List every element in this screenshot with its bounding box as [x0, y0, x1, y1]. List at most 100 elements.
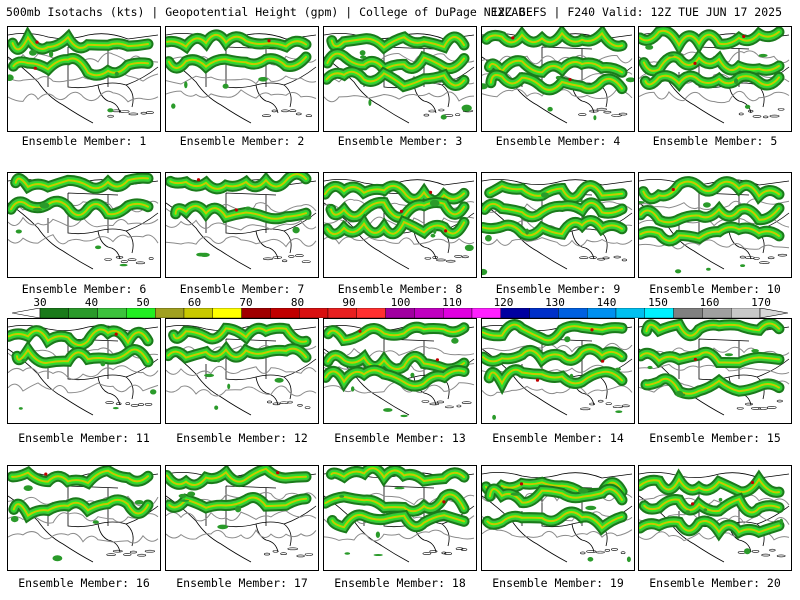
isotach-blob	[464, 244, 474, 251]
ensemble-member-map	[323, 172, 477, 278]
ensemble-member-label: Ensemble Member: 7	[179, 282, 305, 296]
island-outline	[130, 404, 139, 407]
colorbar-tick-label: 90	[342, 296, 356, 309]
island-outline	[603, 110, 612, 114]
isotach-blob	[32, 207, 43, 212]
jet-isotach-band	[639, 477, 780, 494]
isotach-blob	[18, 407, 23, 410]
colorbar-tick-label: 150	[648, 296, 668, 309]
isotach-blob	[178, 493, 187, 498]
isotach-blob	[359, 50, 366, 56]
colorbar-tick-label: 50	[136, 296, 150, 309]
island-outline	[613, 255, 621, 259]
colorbar-tick-label: 70	[239, 296, 253, 309]
colorbar-swatch	[500, 308, 530, 318]
island-outline	[621, 404, 630, 408]
isotach-blob	[626, 556, 631, 563]
island-outline	[611, 114, 622, 117]
island-outline	[578, 113, 587, 116]
isotach-blob	[39, 202, 50, 209]
height-contour	[8, 73, 159, 83]
island-outline	[280, 552, 287, 556]
isotach-blob	[706, 267, 711, 271]
island-outline	[751, 407, 761, 410]
isotach-blob	[100, 360, 106, 367]
island-outline	[763, 115, 769, 119]
jet-max-core	[693, 357, 697, 361]
isotach-colorbar	[12, 308, 788, 318]
colorbar-swatch	[731, 308, 761, 318]
isotach-blob	[119, 263, 128, 267]
colorbar-swatch	[443, 308, 473, 318]
height-contour	[8, 531, 159, 544]
isotach-blob	[49, 50, 54, 58]
island-outline	[144, 403, 153, 406]
height-contour	[8, 90, 159, 103]
island-outline	[761, 553, 771, 557]
colorbar-tick-label: 40	[84, 296, 99, 309]
island-outline	[745, 402, 753, 406]
isotach-blob	[645, 44, 654, 50]
jet-isotach-band	[639, 226, 780, 242]
isotach-blob	[758, 53, 768, 58]
member-map-graphic	[8, 27, 159, 124]
ensemble-member-map	[165, 465, 319, 571]
height-contour	[482, 237, 633, 247]
isotach-blob	[685, 510, 690, 514]
island-outline	[589, 402, 596, 406]
island-outline	[135, 261, 146, 265]
isotach-blob	[625, 77, 634, 83]
colorbar-tick-label: 130	[545, 296, 565, 309]
isotach-blob	[244, 206, 252, 210]
jet-isotach-band	[12, 498, 149, 517]
isotach-blob	[262, 45, 271, 49]
jet-isotach-band	[482, 323, 623, 342]
member-map-graphic	[639, 468, 790, 563]
island-outline	[432, 256, 438, 259]
island-outline	[604, 549, 611, 552]
isotach-blob	[368, 99, 372, 106]
jet-isotach-band	[483, 201, 623, 218]
isotach-blob	[744, 548, 751, 555]
ensemble-member-map	[323, 318, 477, 424]
island-outline	[621, 258, 627, 262]
island-outline	[777, 107, 785, 111]
colorbar-swatch	[529, 308, 559, 318]
jet-max-core	[535, 378, 540, 382]
jet-isotach-band	[169, 173, 307, 190]
height-contour	[166, 385, 317, 397]
jet-isotach-band	[644, 74, 780, 87]
isotach-blob	[204, 373, 215, 378]
island-outline	[436, 400, 445, 404]
colorbar-tick-label: 170	[751, 296, 771, 309]
isotach-blob	[615, 410, 623, 413]
member-map-graphic	[324, 466, 475, 563]
isotach-blob	[569, 373, 574, 379]
island-outline	[289, 109, 297, 112]
ensemble-member-map	[638, 172, 792, 278]
jet-max-core	[444, 229, 448, 233]
island-outline	[287, 400, 293, 404]
ensemble-member-map	[7, 172, 161, 278]
jet-max-core	[693, 61, 697, 65]
island-outline	[422, 552, 432, 555]
isotach-blob	[410, 372, 415, 378]
height-contour	[482, 385, 633, 397]
isotach-blob	[429, 199, 440, 207]
island-outline	[769, 548, 776, 552]
jet-isotach-band	[643, 497, 780, 514]
colorbar-swatch	[356, 308, 386, 318]
isotach-blob	[150, 389, 157, 395]
height-contour	[639, 494, 790, 506]
isotach-blob	[134, 500, 144, 505]
island-outline	[597, 257, 606, 261]
colorbar-tick-label: 160	[699, 296, 720, 309]
jet-max-core	[671, 187, 675, 192]
member-map-graphic	[639, 27, 790, 124]
isotach-blob	[344, 552, 351, 555]
jet-max-core	[267, 39, 271, 43]
jet-isotach-band	[645, 322, 780, 337]
isotach-blob	[187, 491, 196, 497]
jet-max-core	[590, 328, 594, 332]
island-outline	[445, 259, 456, 263]
